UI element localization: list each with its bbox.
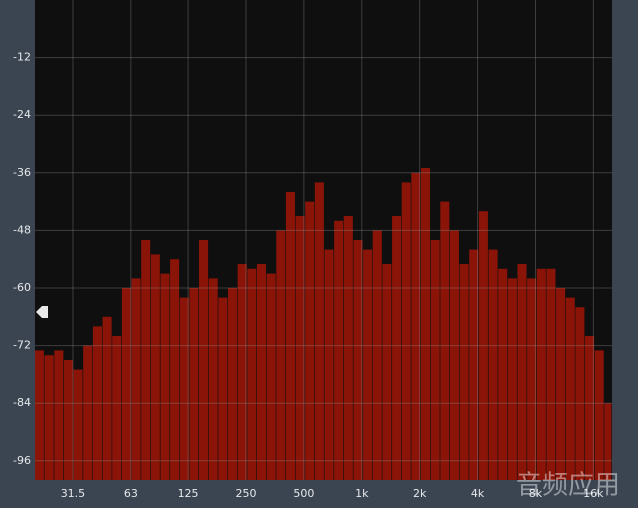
bar <box>314 182 324 480</box>
bar <box>363 249 373 480</box>
x-tick-label: 63 <box>124 487 138 500</box>
x-tick-label: 4k <box>471 487 485 500</box>
x-tick-label: 31.5 <box>61 487 86 500</box>
x-tick-label: 16k <box>583 487 604 500</box>
y-tick-label: -12 <box>13 51 31 64</box>
bar <box>266 273 276 480</box>
bar <box>382 264 392 480</box>
bar <box>73 369 83 480</box>
bar <box>594 350 604 480</box>
bar <box>256 264 266 480</box>
bar <box>536 268 546 480</box>
y-tick-label: -84 <box>13 396 31 409</box>
bar <box>546 268 556 480</box>
y-tick-label: -60 <box>13 281 31 294</box>
y-tick-label: -24 <box>13 108 31 121</box>
bar <box>63 360 73 480</box>
bar <box>189 288 199 480</box>
y-tick-label: -96 <box>13 454 31 467</box>
bar <box>112 336 122 480</box>
y-tick-label: -72 <box>13 339 31 352</box>
bar <box>121 288 131 480</box>
bar <box>276 230 286 480</box>
bar <box>199 240 209 480</box>
bar <box>585 336 595 480</box>
x-tick-label: 125 <box>178 487 199 500</box>
x-tick-label: 2k <box>413 487 427 500</box>
bar <box>488 249 498 480</box>
bar <box>565 297 575 480</box>
bar <box>343 216 353 480</box>
bar <box>604 403 612 480</box>
y-tick-label: -48 <box>13 223 31 236</box>
watermark: 音频应用 <box>516 471 620 501</box>
bar <box>430 240 440 480</box>
bar <box>92 326 102 480</box>
bar <box>247 268 257 480</box>
y-tick-label: -36 <box>13 166 31 179</box>
bar <box>141 240 151 480</box>
x-tick-label: 1k <box>355 487 369 500</box>
bar <box>527 278 537 480</box>
threshold-marker[interactable] <box>36 306 48 318</box>
bar <box>83 345 93 480</box>
bar <box>218 297 228 480</box>
bar <box>459 264 469 480</box>
bar <box>54 350 64 480</box>
bar <box>35 350 44 480</box>
bar <box>305 201 315 480</box>
bar <box>295 216 305 480</box>
x-tick-label: 250 <box>235 487 256 500</box>
bar <box>440 201 450 480</box>
bar <box>556 288 566 480</box>
bar <box>237 264 247 480</box>
bar <box>324 249 334 480</box>
bar <box>469 249 479 480</box>
bar <box>208 278 218 480</box>
bar <box>411 172 421 481</box>
bar <box>102 316 112 480</box>
bar <box>449 230 459 480</box>
bar <box>372 230 382 480</box>
bar <box>507 278 517 480</box>
bar <box>285 192 295 480</box>
x-tick-label: 8k <box>529 487 543 500</box>
bar <box>131 278 141 480</box>
bar <box>160 273 170 480</box>
bar <box>150 254 160 480</box>
bar <box>334 220 344 481</box>
bar <box>179 297 189 480</box>
bar <box>420 168 431 480</box>
bar <box>401 182 411 480</box>
bar <box>575 307 585 480</box>
bar <box>478 211 488 480</box>
bar <box>353 240 363 480</box>
bar <box>170 259 180 480</box>
bar <box>227 288 238 480</box>
x-tick-label: 500 <box>293 487 314 500</box>
bar <box>498 268 508 480</box>
bar <box>517 264 527 480</box>
bar <box>44 355 54 480</box>
bar <box>392 216 402 480</box>
